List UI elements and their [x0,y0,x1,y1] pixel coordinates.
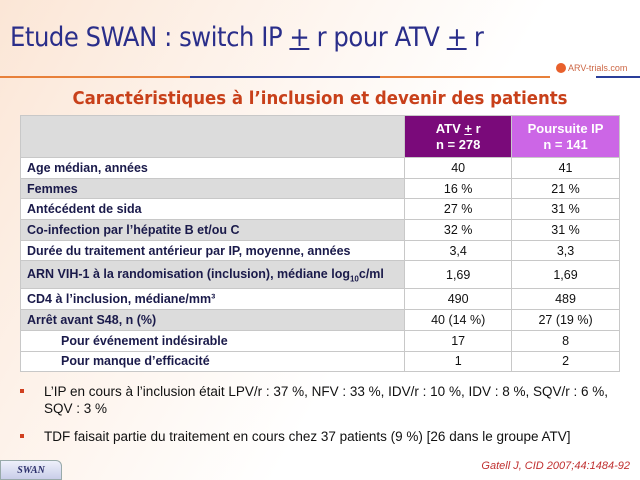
bullet-list: L’IP en cours à l’inclusion était LPV/r … [20,383,640,456]
table-row: Antécédent de sida 27 % 31 % [19,198,620,221]
bullet-icon [20,389,24,393]
table-row: Co-infection par l’hépatite B et/ou C 32 … [19,219,620,241]
slide-title: Etude SWAN : switch IP + r pour ATV + r [10,22,484,53]
divider [0,76,190,78]
divider [380,76,550,78]
table-row: Arrêt avant S48, n (%) 40 (14 %) 27 (19 %) [19,309,620,331]
table-row: CD4 à l’inclusion, médiane/mm³ 490 489 [19,288,620,311]
logo-icon [556,63,566,73]
subtitle: Caractéristiques à l’inclusion et deveni… [72,88,568,109]
reference: Gatell J, CID 2007;44:1484-92 [481,460,630,472]
table-row: Age médian, années 40 41 [19,157,620,179]
table-row: Femmes 16 % 21 % [19,177,620,200]
header-empty [19,115,406,158]
bullet-item: L’IP en cours à l’inclusion était LPV/r … [20,383,640,417]
divider [190,76,380,78]
table-row: Pour manque d’efficacité 1 2 [19,350,620,373]
bullet-item: TDF faisait partie du traitement en cour… [20,428,640,445]
divider [596,76,640,78]
logo: ARV-trials.com [556,63,627,73]
bullet-icon [20,434,24,438]
table-row: ARN VIH-1 à la randomisation (inclusion)… [19,260,620,290]
header-ip: Poursuite IP n = 141 [511,115,620,158]
table-row: Pour événement indésirable 17 8 [19,329,620,352]
study-tab: SWAN [0,460,62,480]
table-row: Durée du traitement antérieur par IP, mo… [19,239,620,262]
